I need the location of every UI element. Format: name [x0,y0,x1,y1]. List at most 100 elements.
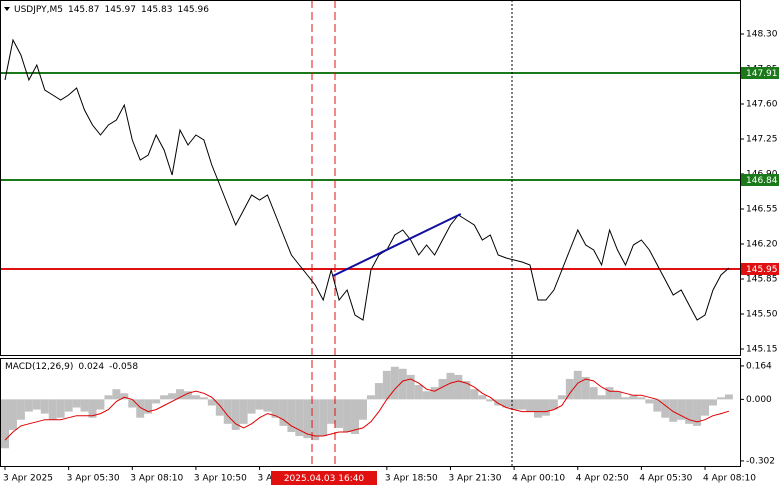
y-tick-label: 146.55 [746,205,778,215]
histogram-bar [239,399,248,424]
histogram-bar [693,399,702,426]
histogram-bar [374,383,383,400]
cursor-label-box [271,471,377,485]
histogram-bar [645,399,654,404]
histogram-bar [295,399,304,437]
histogram-bar [199,397,208,400]
histogram-bar [152,399,161,404]
level-tag-box [741,263,779,275]
histogram-bar [191,395,200,400]
histogram-bar [351,399,359,435]
histogram-bar [247,399,256,414]
x-tick-label: 3 Apr 21:30 [448,474,501,484]
histogram-bar [406,374,415,400]
y-tick-label: 145.50 [746,310,778,320]
histogram-bar [470,389,479,400]
histogram-bar [1,399,9,449]
x-tick-label: 3 Apr 05:30 [67,474,120,484]
y-tick-label: 148.30 [746,30,778,40]
x-tick-label: 4 Apr 08:10 [703,474,756,484]
histogram-bar [311,399,320,441]
trend-line [332,213,462,277]
title-part: 0.024 [78,362,104,372]
histogram-bar [462,381,471,400]
histogram-bar [231,399,240,430]
histogram-bar [701,399,710,416]
histogram-bar [183,391,192,400]
histogram-bar [494,399,503,406]
histogram-bar [366,395,375,400]
title-part: USDJPY,M5 [14,5,63,15]
x-tick-label: 3 Apr 10:50 [194,474,247,484]
histogram-bar [454,374,463,400]
histogram-bar [136,399,145,418]
histogram-bar [486,399,495,402]
y-tick-label: 145.85 [746,275,778,285]
histogram-bar [629,395,638,400]
histogram-bar [279,399,288,426]
histogram-bar [438,378,447,400]
histogram-bar [112,389,121,400]
x-tick-label: 3 Apr 2025 [3,474,53,484]
histogram-bar [335,399,344,428]
x-tick-label: 3 Apr 08:10 [130,474,183,484]
y-tick-label: 145.15 [746,345,778,355]
title-part: 145.97 [104,5,136,15]
level-tag: 145.95 [746,265,778,275]
title-part: 145.87 [68,5,100,15]
level-tag-box [741,174,779,186]
histogram-bar [573,370,582,400]
histogram-bar [128,399,137,408]
histogram-bar [64,399,73,412]
histogram-bar [541,399,550,416]
histogram-bar [207,399,216,406]
histogram-bar [565,378,574,400]
price-panel-border [0,0,741,356]
histogram-bar [661,399,670,418]
histogram-bar [358,399,367,420]
histogram-bar [255,399,264,410]
y-tick-label: 0.000 [746,395,772,405]
histogram-bar [534,399,542,418]
histogram-bar [709,399,717,406]
histogram-bar [144,399,153,414]
histogram-bar [716,397,725,400]
histogram-bar [32,399,41,410]
histogram-bar [160,395,169,400]
title-part: -0.058 [109,362,138,372]
histogram-bar [271,399,280,418]
histogram-bar [80,399,89,412]
histogram-bar [724,394,733,400]
x-tick-label: 4 Apr 02:50 [576,474,629,484]
histogram-bar [72,399,81,408]
histogram-bar [215,399,224,416]
histogram-bar [120,393,129,400]
price-line [4,38,730,321]
histogram-bar [223,399,232,424]
histogram-bar [56,399,65,418]
histogram-bar [677,399,686,420]
histogram-bar [589,387,598,400]
histogram-bar [303,399,312,439]
x-tick-label: 4 Apr 05:30 [639,474,692,484]
histogram-bar [96,399,105,410]
signal-line [4,378,730,441]
menu-icon[interactable] [4,7,10,11]
histogram-bar [16,399,25,420]
histogram-bar [605,387,614,400]
histogram-bar [502,399,511,408]
histogram-bar [414,385,423,400]
histogram-bar [518,399,527,410]
histogram-bar [613,391,622,400]
histogram-bar [343,399,352,432]
histogram-bar [24,399,33,412]
cursor-label: 2025.04.03 16:40 [284,474,365,484]
macd-title: MACD(12,26,9) 0.024 -0.058 [5,362,138,372]
histogram-bar [390,366,399,400]
histogram-bar [8,399,17,430]
y-tick-label: 147.60 [746,100,778,110]
chart-title: USDJPY,M5 145.87 145.97 145.83 145.96 [14,5,209,15]
histogram-bar [327,399,336,424]
histogram-bar [621,397,630,400]
